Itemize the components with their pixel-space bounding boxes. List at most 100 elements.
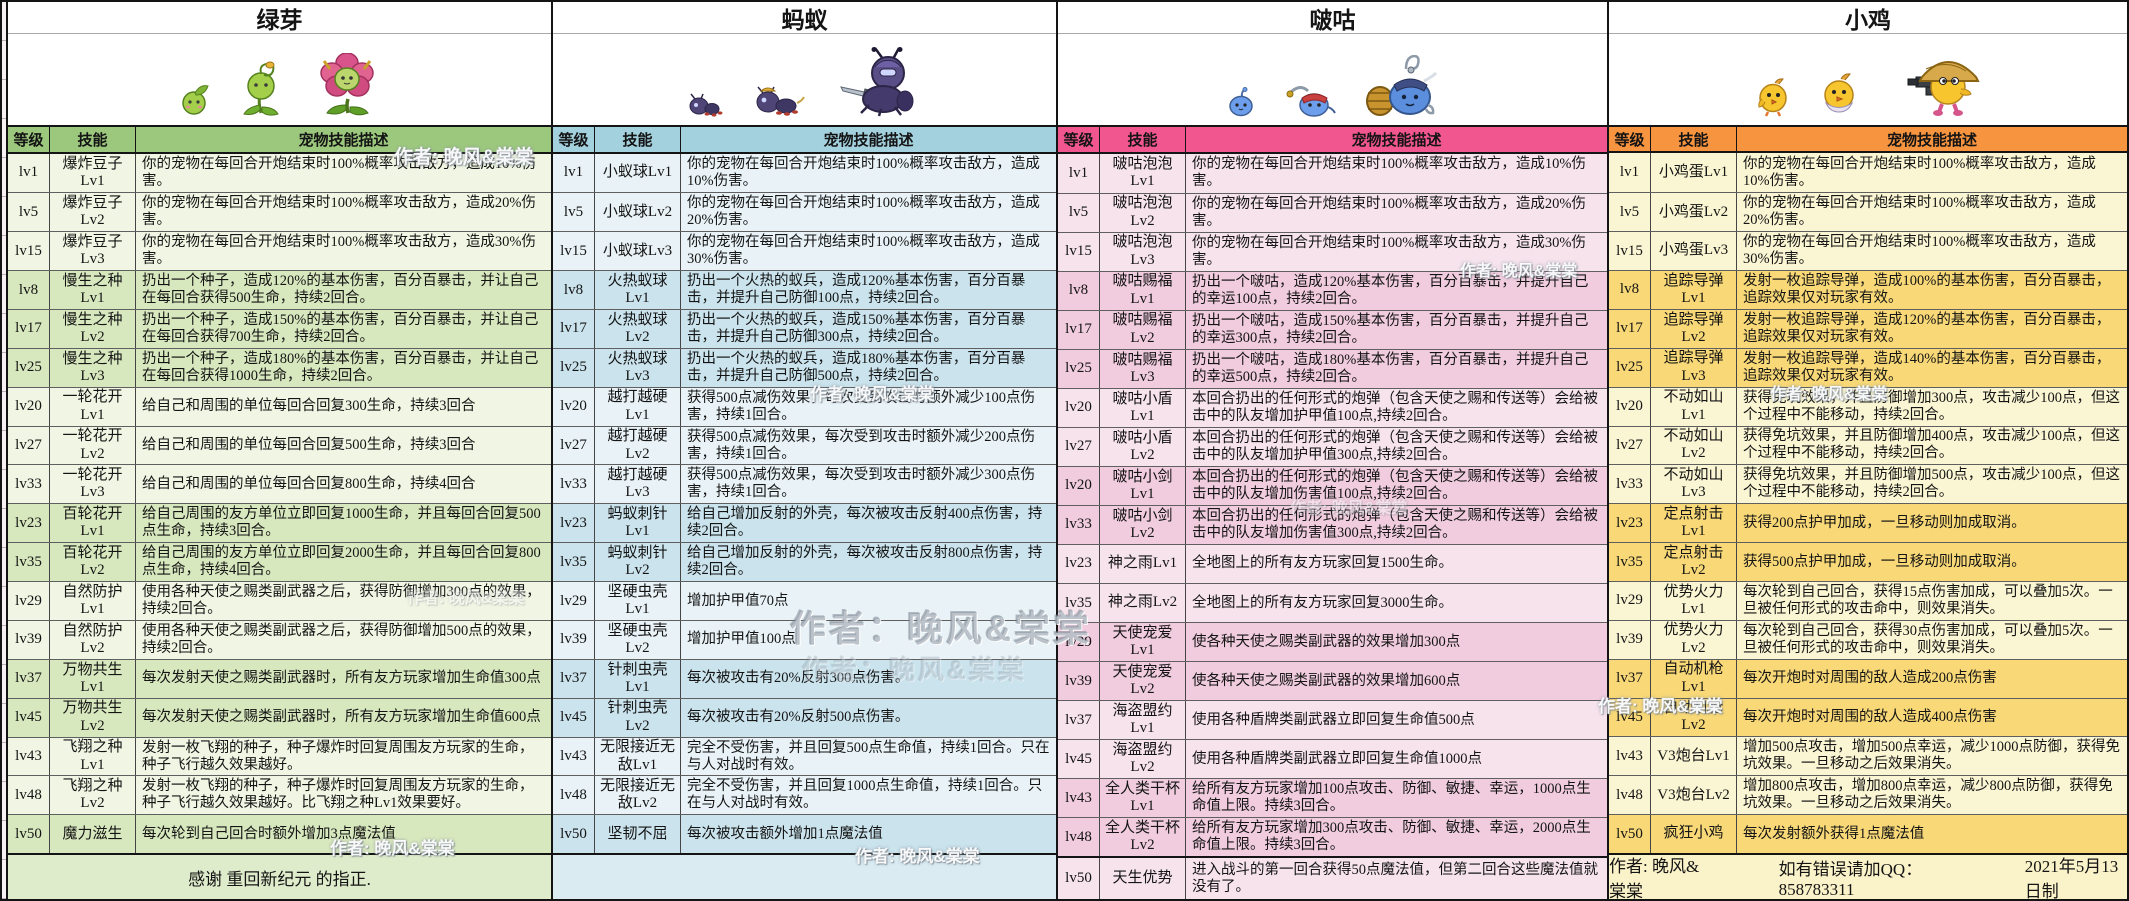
skill-name-cell: 啵咕小剑Lv1 — [1100, 466, 1186, 505]
skill-name-cell: 追踪导弹Lv3 — [1651, 348, 1737, 387]
skill-row: lv15 爆炸豆子Lv3 你的宠物在每回合开炮结束时100%概率攻击敌方，造成3… — [8, 231, 551, 271]
skill-row: lv29 优势火力Lv1 每次轮到自己回合，获得15点伤害加成，可以叠加5次。一… — [1609, 580, 2127, 620]
section-footer: 作者: 晚风&棠棠 如有错误请加QQ：858783311 2021年5月13日制 — [1609, 853, 2127, 899]
skill-name-cell: 慢生之种Lv2 — [50, 309, 136, 348]
skill-name-cell: 慢生之种Lv1 — [50, 271, 136, 309]
skill-desc-cell: 你的宠物在每回合开炮结束时100%概率攻击敌方，造成20%伤害。 — [1192, 195, 1586, 229]
skill-desc-cell: 你的宠物在每回合开炮结束时100%概率攻击敌方，造成20%伤害。 — [1743, 195, 2096, 229]
level-cell: lv45 — [8, 698, 50, 737]
skill-row: lv48 无限接近无敌Lv2 完全不受伤害，并且回复1000点生命值，持续1回合… — [553, 775, 1056, 815]
skill-desc-cell: 你的宠物在每回合开炮结束时100%概率攻击敌方，造成10%伤害。 — [1743, 155, 2096, 189]
desc-column-header: 宠物技能描述 — [1886, 131, 1977, 149]
footer-note: 如有错误请加QQ：858783311 — [1778, 859, 1923, 899]
footer-note: 2021年5月13日制 — [2024, 857, 2119, 901]
skill-desc-cell: 每次开炮时对周围的敌人造成400点伤害 — [1743, 708, 1997, 725]
level-cell: lv1 — [1609, 153, 1651, 193]
skill-desc-cell: 增加护甲值100点 — [687, 631, 796, 648]
skill-row: lv45 万物共生Lv2 每次发射天使之赐类副武器时，所有友方玩家增加生命值60… — [8, 697, 551, 737]
section-title: 小鸡 — [1609, 2, 2127, 34]
skill-row: lv27 越打越硬Lv2 获得500点减伤效果，每次受到攻击时额外减少200点伤… — [553, 425, 1056, 465]
skill-row: lv37 万物共生Lv1 每次发射天使之赐类副武器时，所有友方玩家增加生命值30… — [8, 658, 551, 698]
pet-sprites-band — [1058, 34, 1607, 127]
level-cell: lv33 — [1609, 465, 1651, 504]
level-cell: lv5 — [553, 193, 595, 232]
skill-name-cell: 啵咕泡泡Lv2 — [1100, 193, 1186, 232]
level-cell: lv15 — [8, 232, 50, 271]
skill-desc-cell: 获得500点减伤效果，每次受到攻击时额外减少300点伤害，持续1回合。 — [687, 467, 1035, 501]
level-cell: lv39 — [1058, 662, 1100, 701]
level-cell: lv8 — [1058, 271, 1100, 310]
skill-desc-cell: 获得免坑效果，并且防御增加500点，攻击减少100点，但这个过程中不能移动，持续… — [1743, 467, 2120, 501]
skill-row: lv23 神之雨Lv1 全地图上的所有友方玩家回复1500生命。 — [1058, 543, 1607, 584]
skill-name-cell: 神之雨Lv1 — [1100, 544, 1186, 584]
skill-row: lv33 越打越硬Lv3 获得500点减伤效果，每次受到攻击时额外减少300点伤… — [553, 464, 1056, 504]
ant-stage2-icon — [756, 86, 805, 116]
skill-desc-cell: 获得免坑效果，并且防御增加400点，攻击减少100点，但这个过程中不能移动，持续… — [1743, 428, 2120, 462]
skill-row: lv48 全人类干杯Lv2 给所有友方玩家增加300点攻击、防御、敏捷、幸运，2… — [1058, 817, 1607, 857]
skill-row: lv5 小蚁球Lv2 你的宠物在每回合开炮结束时100%概率攻击敌方，造成20%… — [553, 192, 1056, 232]
level-cell: lv39 — [1609, 620, 1651, 659]
level-column-header: 等级 — [553, 126, 595, 152]
level-cell: lv5 — [1058, 193, 1100, 232]
skill-name-cell: 万物共生Lv1 — [50, 659, 136, 698]
skill-desc-cell: 使各种天使之赐类副武器的效果增加300点 — [1192, 633, 1461, 650]
skill-row: lv5 小鸡蛋Lv2 你的宠物在每回合开炮结束时100%概率攻击敌方，造成20%… — [1609, 192, 2127, 232]
skill-name-cell: 不动如山Lv2 — [1651, 426, 1737, 465]
skill-name-cell: 越打越硬Lv2 — [595, 426, 681, 465]
skill-desc-cell: 增加护甲值70点 — [687, 592, 789, 609]
level-cell: lv20 — [8, 387, 50, 426]
skill-desc-cell: 扔出一个啵咕，造成150%基本伤害，百分百暴击，并提升自己的幸运300点，持续2… — [1192, 312, 1589, 346]
level-cell: lv29 — [8, 582, 50, 620]
skill-desc-cell: 扔出一个火热的蚁兵，造成180%基本伤害，百分百暴击，并提升自己防御500点，持… — [687, 350, 1026, 384]
skill-desc-cell: 本回合扔出的任何形式的炮弹（包含天使之赐和传送等）会给被击中的队友增加伤害值10… — [1192, 468, 1598, 502]
skill-desc-cell: 每次开炮时对周围的敌人造成200点伤害 — [1743, 670, 1997, 687]
column-header-row: 等级 技能 宠物技能描述 — [553, 126, 1056, 154]
sprout-stage1-icon — [181, 84, 209, 115]
level-cell: lv29 — [1609, 581, 1651, 620]
level-cell: lv48 — [1058, 818, 1100, 857]
skill-name-cell: 蚂蚁刺针Lv2 — [595, 543, 681, 582]
level-cell: lv37 — [1609, 659, 1651, 698]
skill-desc-cell: 你的宠物在每回合开炮结束时100%概率攻击敌方，造成20%伤害。 — [142, 195, 536, 229]
level-cell: lv29 — [1058, 623, 1100, 662]
skill-row: lv1 小鸡蛋Lv1 你的宠物在每回合开炮结束时100%概率攻击敌方，造成10%… — [1609, 153, 2127, 193]
skill-name-cell: 神之雨Lv2 — [1100, 584, 1186, 623]
level-cell: lv20 — [1609, 387, 1651, 426]
level-cell: lv1 — [8, 153, 50, 193]
skill-row: lv5 爆炸豆子Lv2 你的宠物在每回合开炮结束时100%概率攻击敌方，造成20… — [8, 192, 551, 232]
skill-row: lv33 不动如山Lv3 获得免坑效果，并且防御增加500点，攻击减少100点，… — [1609, 464, 2127, 504]
skill-desc-cell: 进入战斗的第一回合获得50点魔法值，但第二回合这些魔法值就没有了。 — [1192, 861, 1598, 895]
skill-rows: lv1 小鸡蛋Lv1 你的宠物在每回合开炮结束时100%概率攻击敌方，造成10%… — [1609, 153, 2127, 853]
skill-name-cell: 小蚁球Lv3 — [595, 232, 681, 271]
skill-row: lv8 啵咕赐福Lv1 扔出一个啵咕，造成120%基本伤害，百分百暴击，并提升自… — [1058, 270, 1607, 310]
skill-name-cell: 疯狂小鸡 — [1651, 815, 1737, 853]
level-cell: lv15 — [1058, 232, 1100, 271]
skill-name-cell: 啵咕赐福Lv1 — [1100, 271, 1186, 310]
level-cell: lv23 — [553, 504, 595, 543]
skill-desc-cell: 给自己和周围的单位每回合回复300生命，持续3回合 — [142, 398, 476, 415]
skill-row: lv48 V3炮台Lv2 增加800点攻击，增加800点幸运，减少800点防御，… — [1609, 775, 2127, 815]
pet-sprites-band — [553, 34, 1056, 127]
skill-desc-cell: 本回合扔出的任何形式的炮弹（包含天使之赐和传送等）会给被击中的队友增加护甲值10… — [1192, 390, 1598, 424]
skill-row: lv45 海盗盟约Lv2 使用各种盾牌类副武器立即回复生命值1000点 — [1058, 739, 1607, 779]
skill-row: lv1 小蚁球Lv1 你的宠物在每回合开炮结束时100%概率攻击敌方，造成10%… — [553, 153, 1056, 193]
skill-name-cell: 蚂蚁刺针Lv1 — [595, 504, 681, 543]
level-cell: lv27 — [553, 426, 595, 465]
skill-row: lv15 小鸡蛋Lv3 你的宠物在每回合开炮结束时100%概率攻击敌方，造成30… — [1609, 231, 2127, 271]
level-cell: lv17 — [1609, 309, 1651, 348]
level-cell: lv20 — [1058, 466, 1100, 505]
level-cell: lv50 — [553, 815, 595, 854]
skill-name-cell: 啵咕小盾Lv1 — [1100, 388, 1186, 427]
skill-row: lv1 啵咕泡泡Lv1 你的宠物在每回合开炮结束时100%概率攻击敌方，造成10… — [1058, 153, 1607, 193]
level-cell: lv43 — [1058, 779, 1100, 818]
skill-row: lv23 百轮花开Lv1 给自己周围的友方单位立即回复1000生命，并且每回合回… — [8, 503, 551, 543]
slime-stage1-icon — [1228, 86, 1253, 116]
skill-desc-cell: 获得免坑效果，并且防御增加300点，攻击减少100点，但这个过程中不能移动，持续… — [1743, 389, 2120, 423]
level-cell: lv45 — [553, 698, 595, 737]
skill-name-cell: 海盗盟约Lv1 — [1100, 701, 1186, 740]
skill-name-cell: 一轮花开Lv1 — [50, 387, 136, 426]
skill-name-cell: 自动机枪Lv1 — [1651, 659, 1737, 698]
skill-name-cell: 一轮花开Lv3 — [50, 465, 136, 504]
skill-desc-cell: 你的宠物在每回合开炮结束时100%概率攻击敌方，造成30%伤害。 — [687, 234, 1040, 268]
level-cell: lv33 — [1058, 505, 1100, 544]
